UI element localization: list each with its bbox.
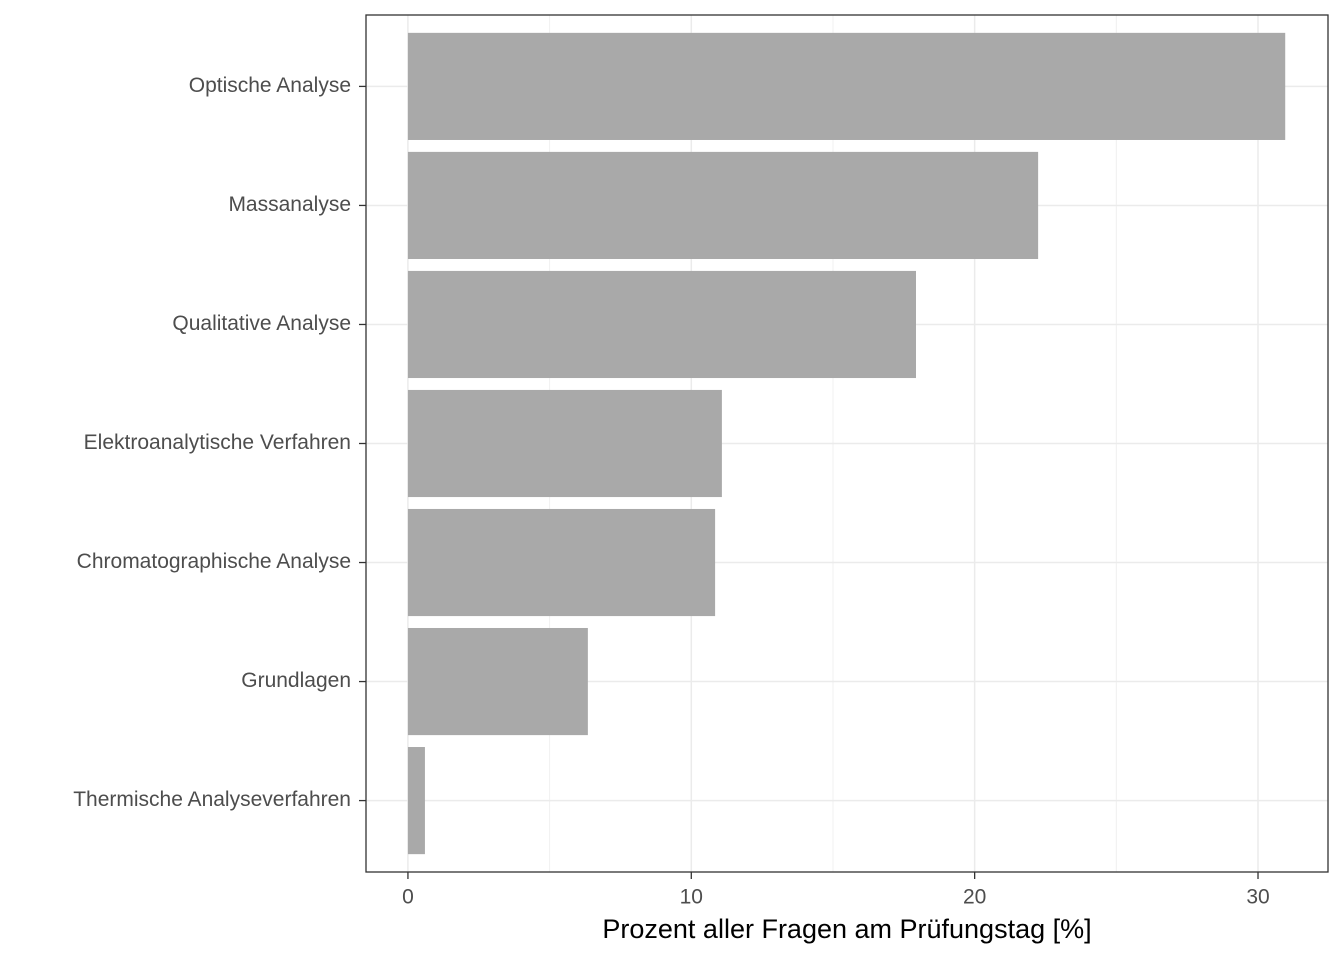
bar xyxy=(407,270,916,379)
y-tick-label: Elektroanalytische Verfahren xyxy=(84,431,351,454)
x-tick-label: 20 xyxy=(963,886,986,909)
y-tick-label: Chromatographische Analyse xyxy=(77,550,351,573)
bar xyxy=(407,389,722,498)
y-tick-label: Qualitative Analyse xyxy=(172,312,351,335)
x-tick-label: 30 xyxy=(1246,886,1269,909)
bar xyxy=(407,32,1286,140)
x-tick-label: 0 xyxy=(402,886,414,909)
y-tick-label: Thermische Analyseverfahren xyxy=(73,788,351,811)
x-axis-title: Prozent aller Fragen am Prüfungstag [%] xyxy=(602,914,1091,944)
y-tick-label: Massanalyse xyxy=(228,193,351,216)
y-tick-label: Grundlagen xyxy=(241,669,351,692)
bars xyxy=(407,32,1286,855)
y-tick-label: Optische Analyse xyxy=(189,74,351,97)
bar xyxy=(407,747,425,855)
bar xyxy=(407,627,588,736)
bar xyxy=(407,508,716,617)
x-tick-label: 10 xyxy=(680,886,703,909)
bar xyxy=(407,151,1039,260)
